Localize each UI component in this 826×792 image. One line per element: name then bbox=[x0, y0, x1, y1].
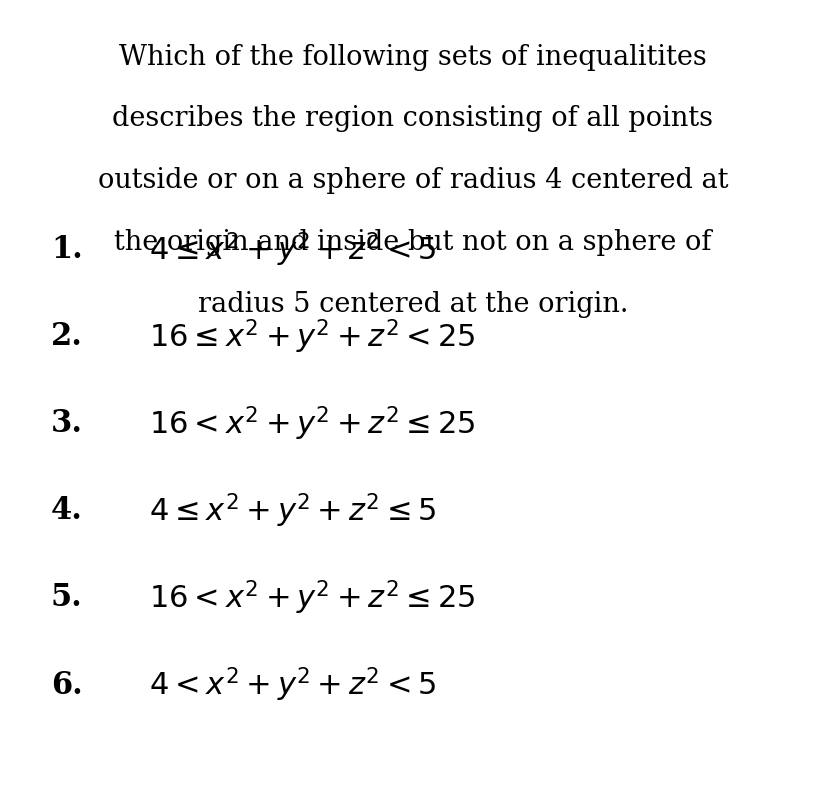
Text: $16 < x^2 + y^2 + z^2 \leq 25$: $16 < x^2 + y^2 + z^2 \leq 25$ bbox=[149, 579, 475, 617]
Text: $4 < x^2 + y^2 + z^2 < 5$: $4 < x^2 + y^2 + z^2 < 5$ bbox=[149, 666, 436, 704]
Text: 3.: 3. bbox=[50, 408, 83, 440]
Text: $4 \leq x^2 + y^2 + z^2 \leq 5$: $4 \leq x^2 + y^2 + z^2 \leq 5$ bbox=[149, 492, 436, 530]
Text: describes the region consisting of all points: describes the region consisting of all p… bbox=[112, 105, 714, 132]
Text: $16 \leq x^2 + y^2 + z^2 < 25$: $16 \leq x^2 + y^2 + z^2 < 25$ bbox=[149, 318, 475, 356]
Text: $4 \leq x^2 + y^2 + z^2 < 5$: $4 \leq x^2 + y^2 + z^2 < 5$ bbox=[149, 230, 436, 268]
Text: outside or on a sphere of radius 4 centered at: outside or on a sphere of radius 4 cente… bbox=[97, 167, 729, 194]
Text: 6.: 6. bbox=[51, 669, 83, 701]
Text: Which of the following sets of inequalitites: Which of the following sets of inequalit… bbox=[119, 44, 707, 70]
Text: 5.: 5. bbox=[51, 582, 83, 614]
Text: $16 < x^2 + y^2 + z^2 \leq 25$: $16 < x^2 + y^2 + z^2 \leq 25$ bbox=[149, 405, 475, 443]
Text: the origin and inside but not on a sphere of: the origin and inside but not on a spher… bbox=[114, 229, 712, 256]
Text: 1.: 1. bbox=[51, 234, 83, 265]
Text: 2.: 2. bbox=[50, 321, 83, 352]
Text: radius 5 centered at the origin.: radius 5 centered at the origin. bbox=[197, 291, 629, 318]
Text: 4.: 4. bbox=[50, 495, 83, 527]
